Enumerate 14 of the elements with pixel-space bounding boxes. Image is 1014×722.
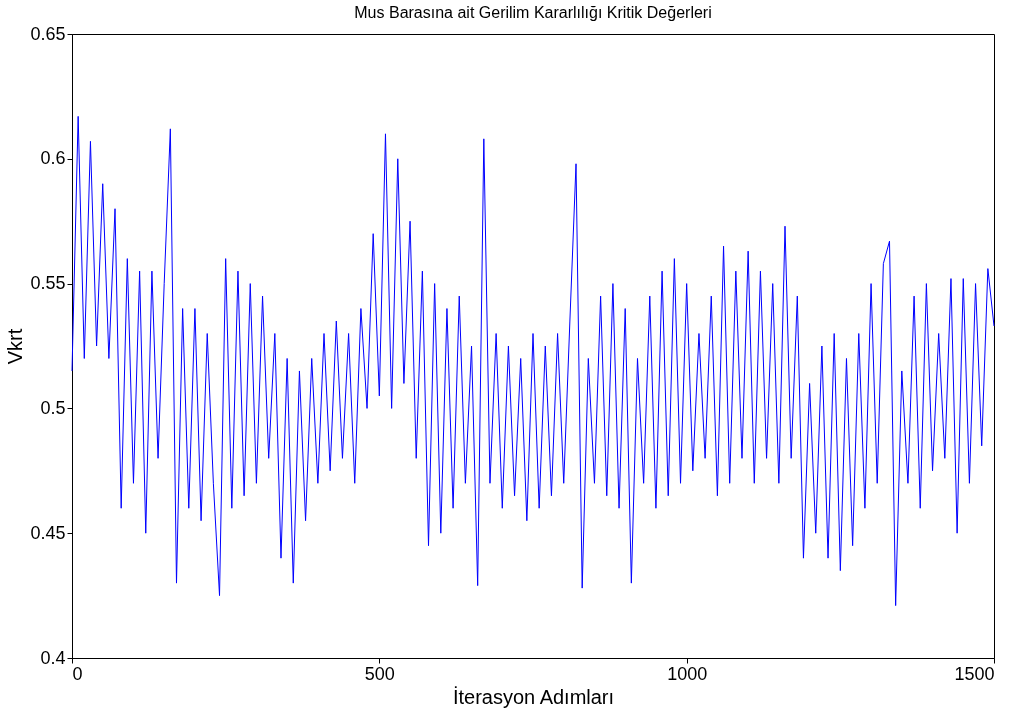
y-tick-label: 0.4 <box>40 647 66 668</box>
x-tick-label: 500 <box>364 663 395 684</box>
x-tick-label: 1500 <box>954 663 995 684</box>
x-axis-title: İterasyon Adımları <box>452 685 615 708</box>
y-axis-title: Vkrt <box>4 328 27 365</box>
y-tick-label: 0.45 <box>30 522 66 543</box>
x-tick-label: 0 <box>72 663 83 684</box>
line-series <box>71 115 995 607</box>
x-tick-label: 1000 <box>667 663 708 684</box>
chart-title: Mus Barasına ait Gerilim Kararlılığı Kritik Değerleri <box>354 4 712 21</box>
y-tick-label: 0.55 <box>30 273 66 294</box>
y-tick-label: 0.6 <box>40 148 66 169</box>
y-tick-label: 0.5 <box>40 397 66 418</box>
y-tick-label: 0.65 <box>30 23 66 44</box>
